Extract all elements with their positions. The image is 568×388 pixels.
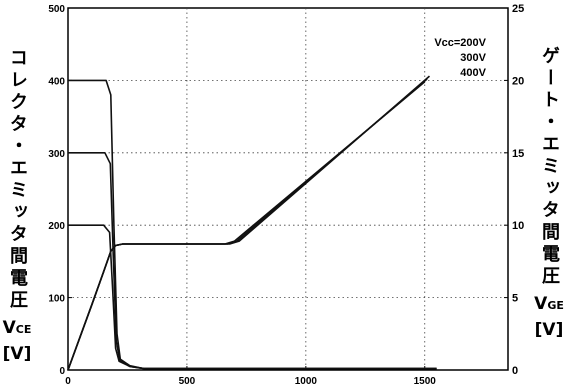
x-tick-label: 1000 <box>295 376 318 387</box>
y-right-tick-label: 0 <box>512 365 518 377</box>
y-right-tick-label: 10 <box>512 220 524 232</box>
y-left-tick-label: 500 <box>48 4 65 15</box>
series-line-vge <box>67 81 426 371</box>
y-right-tick-label: 15 <box>512 148 524 160</box>
legend-entry: Vcc=200V <box>434 37 486 49</box>
series-line-vce <box>68 79 437 370</box>
x-tick-label: 0 <box>65 376 71 387</box>
legend-entry: 300V <box>460 52 486 64</box>
series-line-vge <box>67 75 431 371</box>
right-axis-label-text: ゲート・エミッタ間電圧 <box>539 46 560 288</box>
y-left-tick-label: 200 <box>48 221 65 232</box>
y-left-tick-label: 400 <box>48 76 65 87</box>
series-line-vce <box>68 224 437 370</box>
series-line-vce <box>68 152 437 370</box>
left-axis-label: コレクタ・エミッタ間電圧 VCE [V] <box>0 48 34 364</box>
right-axis-label: ゲート・エミッタ間電圧 VGE [V] <box>530 46 568 340</box>
y-right-tick-label: 20 <box>512 75 524 87</box>
legend: Vcc=200V 300V 400V <box>434 36 486 81</box>
y-right-tick-label: 25 <box>512 3 524 15</box>
left-axis-symbol-sub: CE <box>15 323 32 336</box>
plot-frame <box>67 7 509 371</box>
legend-entry: 400V <box>460 67 486 79</box>
left-axis-unit: [V] <box>2 344 32 364</box>
y-left-tick-label: 0 <box>59 366 65 377</box>
x-tick-label: 1500 <box>414 376 437 387</box>
left-axis-label-text: コレクタ・エミッタ間電圧 <box>7 48 28 312</box>
left-axis-symbol: VCE <box>0 318 34 338</box>
right-axis-symbol: VGE <box>530 294 568 314</box>
series-line-vge <box>67 78 428 371</box>
left-axis-symbol-letter: V <box>2 318 16 338</box>
y-left-tick-label: 300 <box>48 149 65 160</box>
right-axis-symbol-letter: V <box>534 294 548 314</box>
y-left-tick-label: 100 <box>48 294 65 305</box>
right-axis-unit: [V] <box>534 320 564 340</box>
right-axis-symbol-sub: GE <box>547 299 564 312</box>
y-right-tick-label: 5 <box>512 293 518 305</box>
x-tick-label: 500 <box>179 376 196 387</box>
